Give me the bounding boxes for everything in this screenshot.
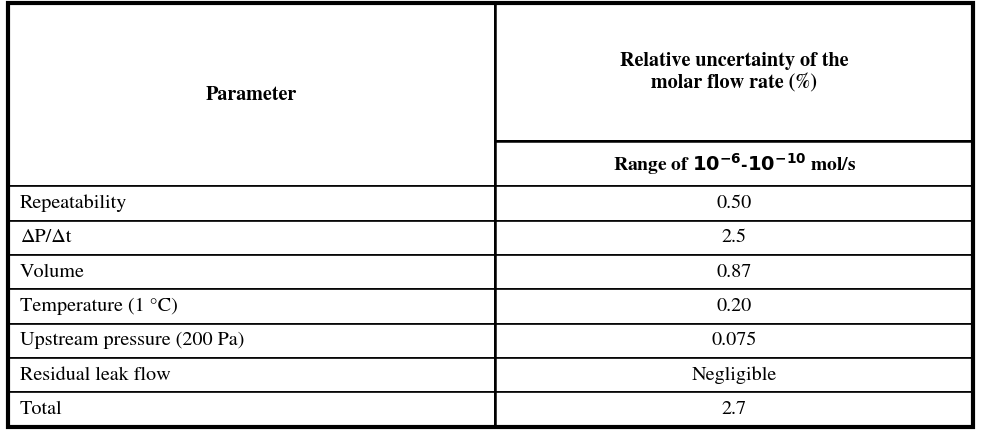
Bar — [495, 186, 973, 221]
Text: Residual leak flow: Residual leak flow — [20, 366, 171, 384]
Bar — [495, 3, 973, 141]
Bar — [495, 289, 973, 323]
Bar — [495, 141, 973, 186]
Text: 2.5: 2.5 — [722, 229, 747, 246]
Text: Range of $\mathbf{10^{-6}}$-$\mathbf{10^{-10}}$ mol/s: Range of $\mathbf{10^{-6}}$-$\mathbf{10^… — [612, 150, 856, 177]
Bar — [8, 255, 495, 289]
Text: 0.20: 0.20 — [716, 298, 751, 315]
Text: Negligible: Negligible — [692, 366, 777, 384]
Bar — [495, 255, 973, 289]
Bar — [8, 323, 495, 358]
Bar — [495, 392, 973, 427]
Bar — [8, 358, 495, 392]
Text: 2.7: 2.7 — [722, 401, 747, 418]
Text: Total: Total — [20, 401, 62, 418]
Bar — [8, 221, 495, 255]
Text: 0.50: 0.50 — [716, 195, 751, 212]
Text: 0.87: 0.87 — [716, 264, 751, 281]
Text: ΔP/Δt: ΔP/Δt — [20, 229, 71, 246]
Text: Relative uncertainty of the
molar flow rate (%): Relative uncertainty of the molar flow r… — [620, 52, 849, 92]
Bar — [495, 323, 973, 358]
Bar — [8, 186, 495, 221]
Text: Volume: Volume — [20, 264, 84, 281]
Bar — [495, 221, 973, 255]
Text: Repeatability: Repeatability — [20, 194, 127, 212]
Text: Temperature (1 °C): Temperature (1 °C) — [20, 298, 178, 315]
Text: Upstream pressure (200 Pa): Upstream pressure (200 Pa) — [20, 332, 244, 349]
Bar — [495, 358, 973, 392]
Bar — [8, 3, 495, 186]
Bar — [8, 392, 495, 427]
Bar — [8, 289, 495, 323]
Text: Parameter: Parameter — [206, 86, 297, 104]
Text: 0.075: 0.075 — [711, 332, 757, 349]
